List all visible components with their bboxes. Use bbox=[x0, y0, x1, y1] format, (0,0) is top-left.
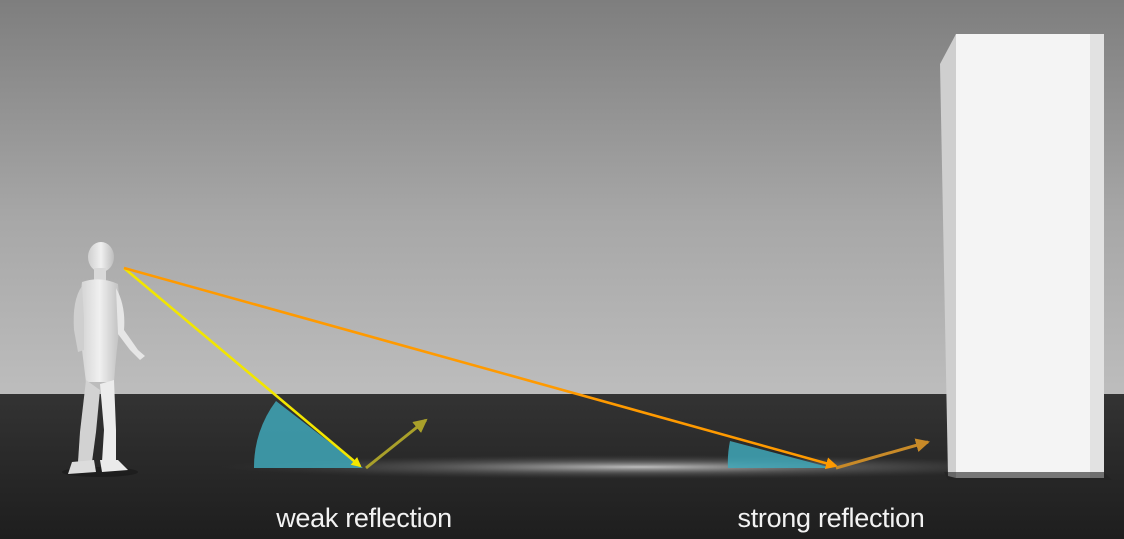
strong-angle-wedge bbox=[727, 441, 832, 468]
far-reflected-ray bbox=[835, 438, 930, 470]
sky-background bbox=[0, 0, 1124, 396]
person-icon bbox=[62, 242, 145, 477]
near-reflected-ray bbox=[365, 418, 428, 470]
near-incident-ray bbox=[123, 267, 362, 468]
ground-shine bbox=[220, 455, 1060, 479]
strong-reflection-label: strong reflection bbox=[737, 503, 925, 533]
far-incident-ray bbox=[123, 266, 838, 470]
building-icon bbox=[940, 34, 1112, 480]
weak-reflection-label: weak reflection bbox=[276, 503, 452, 533]
weak-angle-wedge bbox=[253, 401, 363, 468]
